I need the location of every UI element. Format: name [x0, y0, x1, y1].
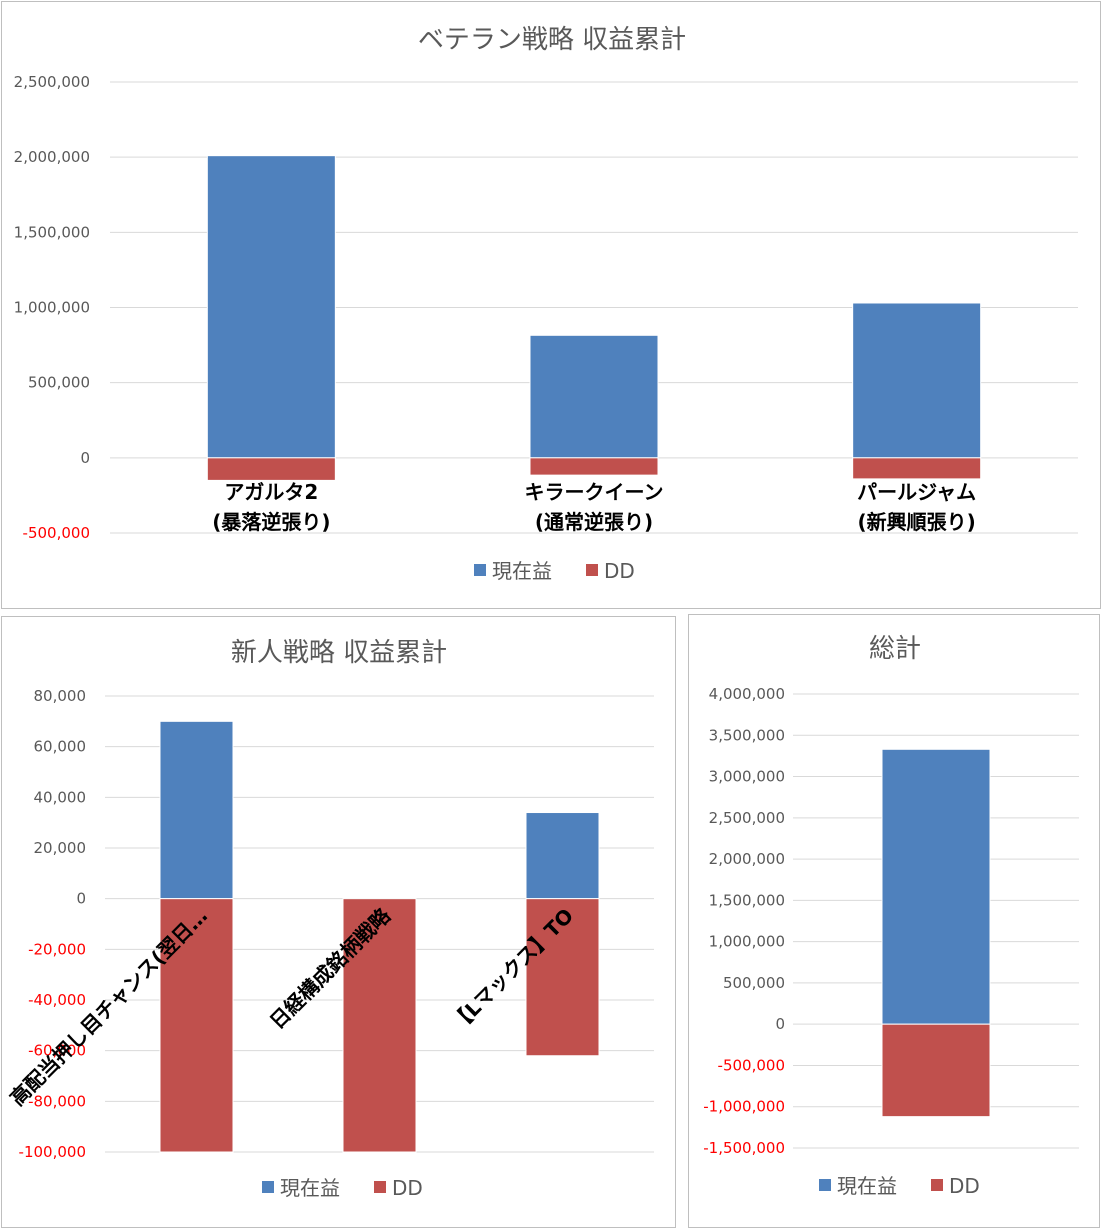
bar-dd [525, 898, 600, 1057]
y-tick-label: 2,000,000 [14, 148, 90, 166]
chart-title: 総計 [869, 634, 921, 664]
total-chart: 総計 -1,500,000 -1,000,000 -500,000 0 500,000 1,… [703, 634, 1079, 1198]
bar-dd [159, 898, 234, 1153]
y-tick-label: -40,000 [28, 991, 86, 1009]
total-chart-panel: 総計 -1,500,000 -1,000,000 -500,000 0 500,000 1,… [688, 614, 1100, 1228]
bar-profit [529, 334, 659, 459]
category-label: アガルタ2 [224, 480, 318, 504]
y-tick-label: -100,000 [19, 1143, 86, 1161]
bar-dd [206, 457, 336, 481]
bar-profit [525, 812, 600, 900]
bar-dd [342, 898, 417, 1153]
legend-label-profit: 現在益 [837, 1174, 897, 1198]
y-tick-label: 3,500,000 [709, 726, 785, 744]
y-tick-label: 2,500,000 [709, 809, 785, 827]
legend-label-dd: DD [949, 1174, 980, 1198]
newbie-chart: 新人戦略 収益累計 -100,000 -80,000 -60,000 -40,000 -2… [5, 638, 654, 1200]
y-tick-label: 2,500,000 [14, 73, 90, 91]
legend-swatch-profit [474, 564, 486, 576]
category-label: (暴落逆張り) [212, 510, 330, 534]
bar-profit [881, 748, 991, 1025]
bar-profit [159, 720, 234, 900]
y-tick-label: -60,000 [28, 1042, 86, 1060]
y-tick-label: 500,000 [28, 374, 90, 392]
y-tick-label: 500,000 [723, 974, 785, 992]
y-tick-label: -80,000 [28, 1092, 86, 1110]
legend-label-dd: DD [604, 559, 635, 583]
legend-label-profit: 現在益 [280, 1176, 340, 1200]
category-label: (通常逆張り) [535, 510, 653, 534]
legend-label-profit: 現在益 [492, 559, 552, 583]
bar-dd [529, 457, 659, 476]
y-tick-label: 0 [80, 449, 90, 467]
y-tick-label: 60,000 [34, 738, 87, 756]
y-tick-label: 40,000 [34, 788, 87, 806]
y-tick-label: -500,000 [718, 1056, 785, 1074]
y-tick-label: 1,000,000 [14, 299, 90, 317]
category-label: キラークイーン [525, 480, 664, 504]
legend-label-dd: DD [392, 1176, 423, 1200]
y-tick-label: 1,500,000 [709, 891, 785, 909]
y-tick-label: 80,000 [34, 687, 87, 705]
y-tick-label: 2,000,000 [709, 850, 785, 868]
bar-dd [852, 457, 982, 480]
legend-swatch-dd [374, 1181, 386, 1193]
y-tick-label: 3,000,000 [709, 768, 785, 786]
y-tick-label: -1,000,000 [703, 1098, 785, 1116]
bar-profit [206, 155, 336, 459]
bar-profit [852, 302, 982, 459]
legend-swatch-profit [819, 1179, 831, 1191]
y-tick-label: -1,500,000 [703, 1139, 785, 1157]
category-label: パールジャム [857, 480, 976, 504]
newbie-chart-panel: 新人戦略 収益累計 -100,000 -80,000 -60,000 -40,000 -2… [1, 616, 676, 1228]
y-tick-label: 4,000,000 [709, 685, 785, 703]
veteran-chart: ベテラン戦略 収益累計 -500,000 0 500,000 1,000,000 1,50… [14, 25, 1078, 583]
y-tick-label: 0 [76, 890, 86, 908]
y-tick-label: -20,000 [28, 940, 86, 958]
legend-swatch-dd [931, 1179, 943, 1191]
legend-swatch-dd [586, 564, 598, 576]
chart-title: 新人戦略 収益累計 [231, 638, 447, 668]
y-tick-label: 20,000 [34, 839, 87, 857]
y-tick-label: 1,500,000 [14, 223, 90, 241]
chart-title: ベテラン戦略 収益累計 [418, 25, 686, 55]
category-label: (新興順張り) [858, 510, 976, 534]
y-tick-label: 1,000,000 [709, 933, 785, 951]
veteran-chart-panel: ベテラン戦略 収益累計 -500,000 0 500,000 1,000,000 1,50… [1, 1, 1101, 609]
legend-swatch-profit [262, 1181, 274, 1193]
y-tick-label: -500,000 [23, 524, 90, 542]
y-tick-label: 0 [775, 1015, 785, 1033]
bar-dd [881, 1023, 991, 1118]
